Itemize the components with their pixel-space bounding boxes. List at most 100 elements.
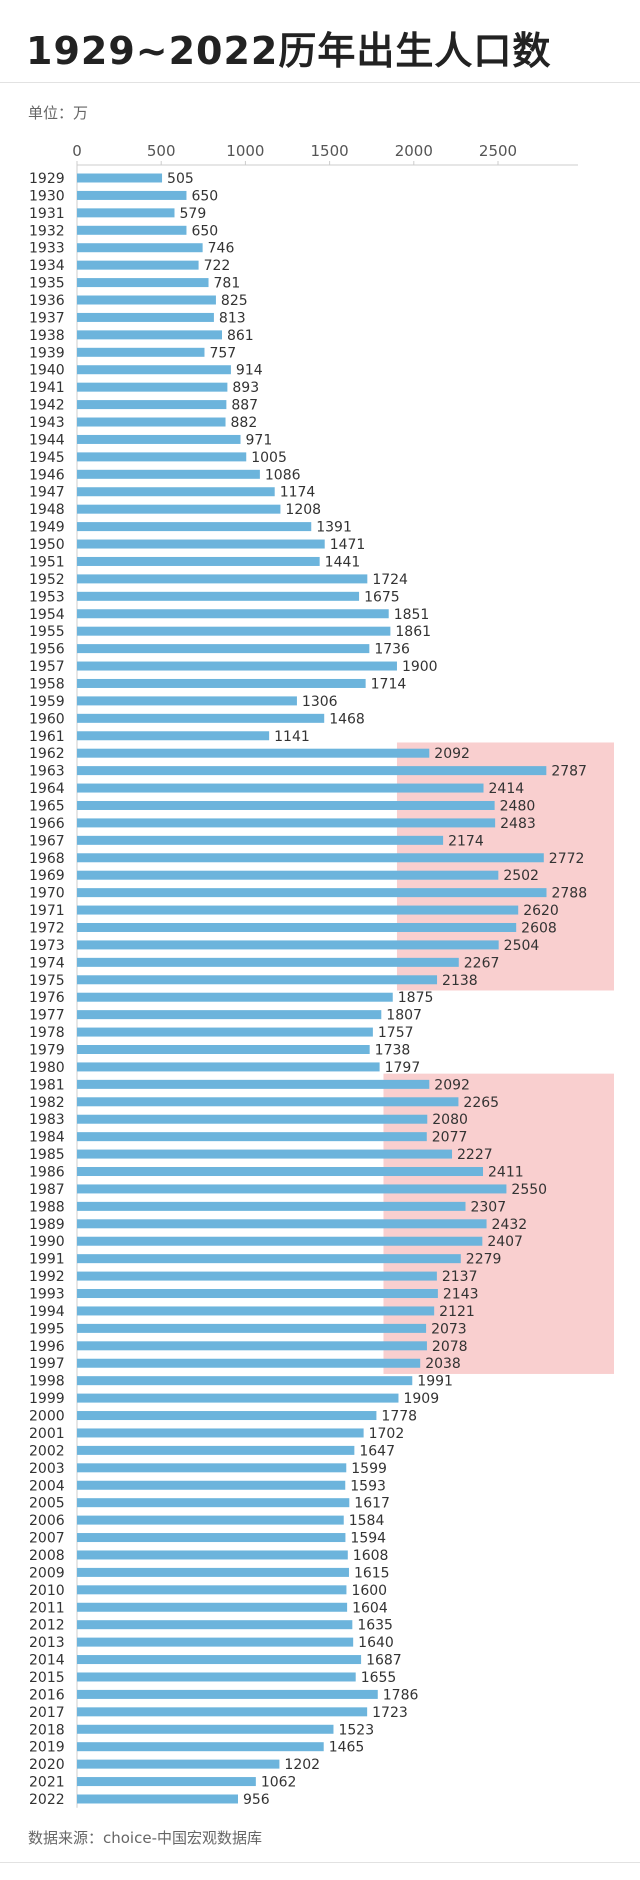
bar	[77, 922, 517, 932]
y-tick-label: 1962	[29, 746, 65, 762]
y-tick-label: 1955	[29, 624, 65, 640]
bar	[77, 190, 187, 200]
bar	[77, 1794, 238, 1804]
data-label: 1594	[350, 1531, 386, 1547]
bar	[77, 1672, 356, 1682]
bar	[77, 1149, 453, 1159]
x-tick-label: 2000	[395, 142, 433, 160]
bar	[77, 1777, 256, 1787]
data-label: 2137	[442, 1269, 478, 1285]
data-label: 1757	[378, 1025, 414, 1041]
data-label: 1608	[353, 1548, 389, 1564]
bar	[77, 469, 260, 479]
y-tick-label: 1982	[29, 1095, 65, 1111]
data-label: 1615	[354, 1565, 390, 1581]
bar	[77, 434, 241, 444]
bar	[77, 957, 459, 967]
data-label: 2073	[431, 1321, 467, 1337]
data-label: 1724	[372, 572, 408, 588]
data-label: 650	[191, 223, 218, 239]
bar	[77, 940, 499, 950]
bar	[77, 888, 547, 898]
data-label: 505	[167, 171, 194, 187]
y-tick-label: 1950	[29, 537, 65, 553]
data-label: 956	[243, 1792, 270, 1808]
bar	[77, 1062, 380, 1072]
data-label: 1736	[374, 642, 410, 658]
bar	[77, 1463, 347, 1473]
data-label: 1851	[394, 607, 430, 623]
data-label: 1202	[284, 1757, 320, 1773]
bar	[77, 626, 391, 636]
data-label: 1441	[325, 554, 361, 570]
bar	[77, 835, 444, 845]
bar	[77, 713, 325, 723]
data-label: 757	[209, 345, 236, 361]
y-tick-label: 1973	[29, 938, 65, 954]
bar	[77, 1567, 349, 1577]
data-label: 2121	[439, 1304, 475, 1320]
data-label: 2432	[492, 1217, 528, 1233]
bar	[77, 975, 438, 985]
data-label: 1991	[417, 1374, 453, 1390]
data-label: 1391	[316, 520, 352, 536]
y-tick-label: 1968	[29, 851, 65, 867]
bar	[77, 400, 227, 410]
y-tick-label: 1994	[29, 1304, 65, 1320]
unit-label: 单位：万	[28, 104, 89, 122]
bar	[77, 1655, 362, 1665]
y-tick-label: 1984	[29, 1130, 65, 1146]
y-tick-label: 1964	[29, 781, 65, 797]
bottom-divider	[0, 1862, 640, 1863]
y-tick-label: 1988	[29, 1199, 65, 1215]
data-label: 1875	[398, 990, 434, 1006]
data-label: 1900	[402, 659, 438, 675]
data-label: 1640	[358, 1635, 394, 1651]
bar	[77, 1097, 459, 1107]
data-label: 1141	[274, 729, 310, 745]
bar	[77, 1167, 484, 1177]
y-tick-label: 1972	[29, 920, 65, 936]
bar	[77, 800, 495, 810]
data-label: 1086	[265, 467, 301, 483]
bar	[77, 1759, 280, 1769]
y-tick-label: 2002	[29, 1443, 65, 1459]
y-tick-label: 1957	[29, 659, 65, 675]
bar	[77, 1027, 373, 1037]
bar	[77, 1236, 483, 1246]
y-tick-label: 1941	[29, 380, 65, 396]
bar	[77, 1358, 421, 1368]
data-label: 825	[221, 293, 248, 309]
bar	[77, 556, 320, 566]
y-tick-label: 1992	[29, 1269, 65, 1285]
y-tick-label: 1954	[29, 607, 65, 623]
bar	[77, 1271, 437, 1281]
data-label: 2143	[443, 1287, 479, 1303]
y-tick-label: 1944	[29, 432, 65, 448]
x-tick-label: 1000	[226, 142, 264, 160]
y-tick-label: 1966	[29, 816, 65, 832]
y-tick-label: 1931	[29, 206, 65, 222]
y-tick-label: 2003	[29, 1461, 65, 1477]
bar	[77, 661, 397, 671]
bar	[77, 1550, 348, 1560]
y-tick-label: 1936	[29, 293, 65, 309]
data-label: 2788	[551, 886, 587, 902]
data-label: 2265	[463, 1095, 499, 1111]
bar	[77, 1498, 350, 1508]
y-tick-label: 1987	[29, 1182, 65, 1198]
bar	[77, 539, 325, 549]
data-label: 1468	[329, 711, 365, 727]
y-tick-label: 2016	[29, 1687, 65, 1703]
data-label: 1675	[364, 589, 400, 605]
y-tick-label: 2011	[29, 1600, 65, 1616]
bar	[77, 452, 247, 462]
bar	[77, 1515, 344, 1525]
y-tick-label: 1977	[29, 1008, 65, 1024]
y-tick-label: 1998	[29, 1374, 65, 1390]
y-tick-label: 1929	[29, 171, 65, 187]
y-tick-label: 1935	[29, 276, 65, 292]
bar	[77, 1411, 377, 1421]
y-tick-label: 2001	[29, 1426, 65, 1442]
bar	[77, 243, 203, 253]
